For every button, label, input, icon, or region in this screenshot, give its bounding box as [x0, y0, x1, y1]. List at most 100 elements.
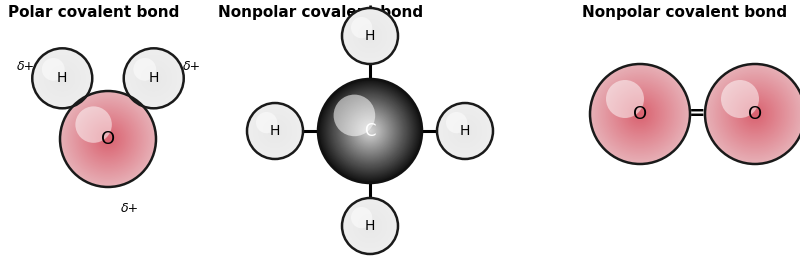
Circle shape — [66, 97, 150, 181]
Circle shape — [461, 127, 469, 135]
Circle shape — [258, 114, 293, 148]
Circle shape — [626, 100, 654, 128]
Circle shape — [140, 65, 167, 92]
Circle shape — [342, 199, 398, 253]
Text: H: H — [365, 219, 375, 233]
Circle shape — [594, 68, 686, 160]
Circle shape — [138, 63, 169, 93]
Circle shape — [365, 31, 375, 41]
Circle shape — [742, 100, 769, 128]
Circle shape — [51, 67, 74, 90]
Circle shape — [98, 129, 118, 148]
Circle shape — [247, 103, 303, 159]
Circle shape — [358, 119, 382, 143]
Circle shape — [354, 19, 387, 53]
Circle shape — [340, 101, 400, 161]
Circle shape — [344, 105, 396, 157]
Circle shape — [733, 91, 778, 136]
Circle shape — [138, 63, 170, 94]
Circle shape — [102, 133, 114, 145]
Text: H: H — [270, 124, 280, 138]
Circle shape — [270, 127, 279, 135]
Circle shape — [614, 88, 666, 140]
Circle shape — [636, 110, 644, 118]
Circle shape — [447, 114, 482, 148]
Circle shape — [43, 59, 81, 97]
Circle shape — [720, 79, 790, 149]
Circle shape — [750, 109, 760, 119]
Circle shape — [358, 24, 382, 48]
Text: δ+: δ+ — [121, 203, 139, 215]
Circle shape — [451, 117, 479, 145]
Circle shape — [64, 95, 152, 183]
Circle shape — [272, 128, 278, 134]
Circle shape — [107, 138, 109, 140]
Circle shape — [338, 99, 402, 163]
Circle shape — [634, 108, 646, 120]
Circle shape — [135, 59, 173, 97]
Text: O: O — [101, 130, 115, 148]
Circle shape — [446, 113, 483, 149]
Circle shape — [358, 213, 382, 239]
Circle shape — [450, 116, 480, 146]
Circle shape — [710, 69, 800, 159]
Circle shape — [77, 108, 139, 170]
Circle shape — [326, 87, 414, 175]
Circle shape — [348, 14, 392, 58]
Circle shape — [361, 122, 379, 140]
Circle shape — [60, 91, 156, 187]
Circle shape — [351, 112, 389, 150]
Circle shape — [348, 14, 392, 58]
Circle shape — [134, 58, 156, 81]
Circle shape — [464, 130, 466, 132]
Circle shape — [462, 128, 469, 134]
Circle shape — [638, 113, 642, 115]
Circle shape — [124, 48, 184, 108]
Circle shape — [437, 103, 493, 159]
Circle shape — [251, 107, 299, 155]
Circle shape — [46, 63, 78, 94]
Circle shape — [334, 96, 406, 166]
Circle shape — [351, 207, 372, 228]
Circle shape — [46, 62, 78, 95]
Circle shape — [707, 66, 800, 161]
Circle shape — [55, 72, 69, 85]
Text: Polar covalent bond: Polar covalent bond — [8, 5, 179, 20]
Circle shape — [145, 69, 162, 87]
Circle shape — [153, 77, 154, 79]
Circle shape — [262, 118, 288, 144]
Circle shape — [745, 104, 765, 124]
Circle shape — [50, 66, 75, 91]
Circle shape — [48, 64, 77, 93]
Circle shape — [363, 29, 377, 43]
Circle shape — [352, 18, 388, 54]
Circle shape — [147, 72, 161, 85]
Circle shape — [133, 57, 174, 99]
Circle shape — [351, 207, 389, 245]
Circle shape — [362, 28, 378, 44]
Circle shape — [363, 219, 377, 233]
Circle shape — [458, 124, 472, 138]
Circle shape — [611, 85, 669, 143]
Circle shape — [347, 203, 393, 249]
Circle shape — [352, 113, 388, 149]
Circle shape — [248, 104, 302, 158]
Circle shape — [627, 101, 653, 126]
Circle shape — [360, 26, 380, 46]
Circle shape — [354, 115, 386, 147]
Circle shape — [453, 118, 478, 144]
Circle shape — [731, 90, 778, 138]
Circle shape — [342, 103, 398, 159]
Circle shape — [458, 125, 471, 137]
Circle shape — [346, 107, 394, 155]
Circle shape — [330, 90, 410, 172]
Circle shape — [457, 123, 474, 139]
Circle shape — [143, 68, 164, 89]
Circle shape — [366, 32, 374, 40]
Circle shape — [331, 93, 409, 169]
Circle shape — [321, 82, 419, 180]
Circle shape — [42, 57, 83, 99]
Circle shape — [349, 205, 391, 247]
Circle shape — [344, 10, 396, 62]
Circle shape — [358, 23, 382, 49]
